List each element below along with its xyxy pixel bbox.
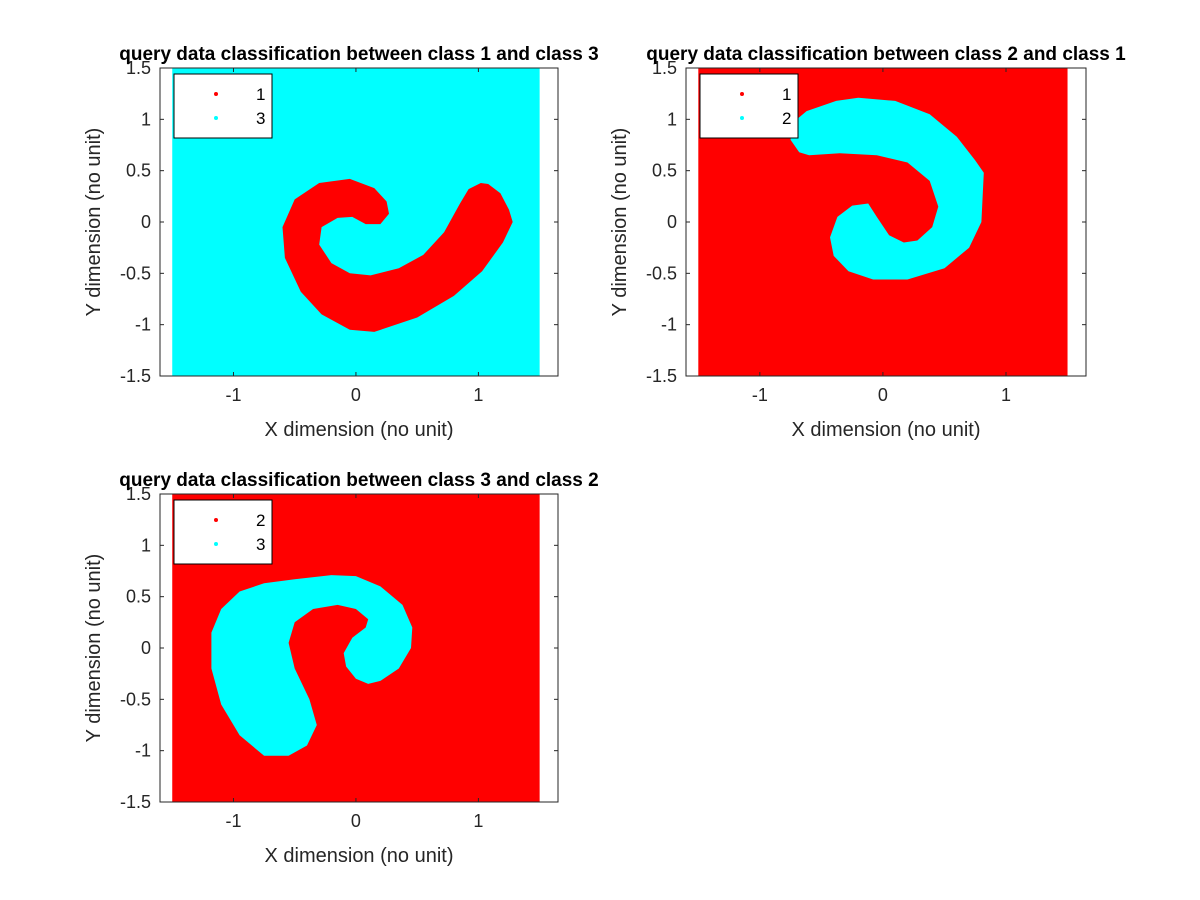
x-tick-label: 0 (878, 385, 888, 405)
legend-box (173, 73, 273, 139)
y-tick-label: -1 (661, 315, 677, 335)
y-tick-label: 1 (667, 109, 677, 129)
y-axis-label: Y dimension (no unit) (83, 554, 105, 743)
legend-label: 2 (256, 511, 265, 530)
chart-title: query data classification between class … (646, 44, 1126, 65)
x-tick-label: -1 (225, 811, 241, 831)
x-tick-label: -1 (752, 385, 768, 405)
legend-marker (214, 518, 218, 522)
legend-label: 1 (782, 85, 791, 104)
x-axis-label: X dimension (no unit) (792, 419, 981, 441)
decision-region-class-2 (790, 97, 984, 280)
y-tick-label: 1.5 (126, 484, 151, 504)
x-axis-label: X dimension (no unit) (265, 419, 454, 441)
legend-marker (214, 92, 218, 96)
legend-label: 3 (256, 109, 265, 128)
y-axis-label: Y dimension (no unit) (83, 128, 105, 317)
y-axis-label: Y dimension (no unit) (609, 128, 631, 317)
y-tick-label: 1 (141, 535, 151, 555)
legend-label: 2 (782, 109, 791, 128)
y-tick-label: 0 (667, 212, 677, 232)
y-tick-label: 1 (141, 109, 151, 129)
legend: 13 (173, 73, 273, 139)
x-tick-label: 1 (1001, 385, 1011, 405)
chart-title: query data classification between class … (119, 470, 598, 491)
x-tick-label: 1 (473, 811, 483, 831)
legend-label: 1 (256, 85, 265, 104)
legend: 23 (173, 499, 273, 565)
x-tick-label: 0 (351, 811, 361, 831)
y-tick-label: -0.5 (120, 689, 151, 709)
y-tick-label: 1.5 (126, 58, 151, 78)
legend-marker (214, 116, 218, 120)
legend-label: 3 (256, 535, 265, 554)
y-tick-label: -1.5 (120, 792, 151, 812)
y-tick-label: 0 (141, 638, 151, 658)
y-tick-label: -1.5 (646, 366, 677, 386)
y-tick-label: -1.5 (120, 366, 151, 386)
y-tick-label: 0.5 (126, 161, 151, 181)
legend: 12 (699, 73, 799, 139)
y-tick-label: -1 (135, 315, 151, 335)
y-tick-label: -0.5 (120, 263, 151, 283)
legend-box (699, 73, 799, 139)
chart-panel-3: -1 0 1 1.5 1 0.5 0 -0.5 -1 -1.5 X dimension (no un… (83, 470, 599, 867)
y-tick-label: 1.5 (652, 58, 677, 78)
y-tick-label: 0.5 (126, 587, 151, 607)
x-axis-label: X dimension (no unit) (265, 845, 454, 867)
x-tick-label: 0 (351, 385, 361, 405)
chart-title: query data classification between class … (119, 44, 598, 65)
y-tick-label: -0.5 (646, 263, 677, 283)
decision-region-class-3 (211, 575, 413, 756)
legend-box (173, 499, 273, 565)
decision-region-class-1 (282, 178, 513, 332)
legend-marker (740, 116, 744, 120)
legend-marker (214, 542, 218, 546)
chart-panel-1: -1 0 1 1.5 1 0.5 0 -0.5 -1 -1.5 X dimension (no un… (83, 44, 599, 441)
chart-panel-2: -1 0 1 1.5 1 0.5 0 -0.5 -1 -1.5 X dimension (no un… (609, 44, 1126, 441)
y-tick-label: 0 (141, 212, 151, 232)
x-tick-label: 1 (473, 385, 483, 405)
legend-marker (740, 92, 744, 96)
x-tick-label: -1 (225, 385, 241, 405)
y-tick-label: -1 (135, 741, 151, 761)
y-tick-label: 0.5 (652, 161, 677, 181)
